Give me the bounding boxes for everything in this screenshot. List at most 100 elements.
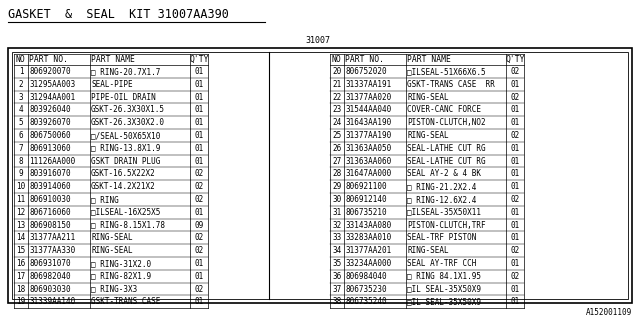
Text: 803914060: 803914060 (29, 182, 70, 191)
Text: SEAL AY-2 & 4 BK: SEAL AY-2 & 4 BK (407, 169, 481, 178)
Text: 803916070: 803916070 (29, 169, 70, 178)
Text: 806735210: 806735210 (345, 208, 387, 217)
Text: 02: 02 (510, 246, 520, 255)
Text: □ RING-3X3: □ RING-3X3 (91, 284, 137, 293)
Text: 5: 5 (19, 118, 23, 127)
Text: 33283AA010: 33283AA010 (345, 233, 391, 242)
Text: 01: 01 (195, 67, 204, 76)
Text: GSKT-14.2X21X2: GSKT-14.2X21X2 (91, 182, 156, 191)
Text: RING-SEAL: RING-SEAL (407, 246, 449, 255)
Text: PISTON-CLUTCH,TRF: PISTON-CLUTCH,TRF (407, 220, 486, 229)
Text: 17: 17 (17, 272, 26, 281)
Text: □ RING 84.1X1.95: □ RING 84.1X1.95 (407, 272, 481, 281)
Text: 01: 01 (195, 156, 204, 165)
Text: 01: 01 (510, 156, 520, 165)
Text: 29: 29 (332, 182, 342, 191)
Text: 01: 01 (510, 182, 520, 191)
Text: 01: 01 (510, 169, 520, 178)
Text: RING-SEAL: RING-SEAL (407, 131, 449, 140)
Text: 31294AA001: 31294AA001 (29, 92, 76, 101)
Text: GASKET  &  SEAL  KIT 31007AA390: GASKET & SEAL KIT 31007AA390 (8, 8, 229, 21)
Text: RING-SEAL: RING-SEAL (91, 233, 132, 242)
Text: 16: 16 (17, 259, 26, 268)
Text: 28: 28 (332, 169, 342, 178)
Text: 31: 31 (332, 208, 342, 217)
Text: 30: 30 (332, 195, 342, 204)
Bar (12, 52, 628, 299)
Text: 01: 01 (510, 220, 520, 229)
Text: 02: 02 (510, 92, 520, 101)
Text: 02: 02 (195, 195, 204, 204)
Text: 18: 18 (17, 284, 26, 293)
Text: 34: 34 (332, 246, 342, 255)
Text: 803926070: 803926070 (29, 118, 70, 127)
Text: 01: 01 (195, 297, 204, 306)
Text: 33234AA000: 33234AA000 (345, 259, 391, 268)
Text: 01: 01 (510, 118, 520, 127)
Text: 806921100: 806921100 (345, 182, 387, 191)
Text: A152001109: A152001109 (586, 308, 632, 317)
Text: SEAL-LATHE CUT RG: SEAL-LATHE CUT RG (407, 144, 486, 153)
Text: 806735240: 806735240 (345, 297, 387, 306)
Text: □ RING-20.7X1.7: □ RING-20.7X1.7 (91, 67, 161, 76)
Text: 01: 01 (195, 144, 204, 153)
Text: 38: 38 (332, 297, 342, 306)
Text: GSKT-26.3X30X1.5: GSKT-26.3X30X1.5 (91, 105, 165, 114)
Text: COVER-CANC FORCE: COVER-CANC FORCE (407, 105, 481, 114)
Text: 01: 01 (195, 259, 204, 268)
Text: 19: 19 (17, 297, 26, 306)
Text: 4: 4 (19, 105, 23, 114)
Text: 37: 37 (332, 284, 342, 293)
Text: 02: 02 (510, 67, 520, 76)
Text: 22: 22 (332, 92, 342, 101)
Text: 02: 02 (195, 169, 204, 178)
Text: PART NAME: PART NAME (91, 55, 135, 64)
Text: 01: 01 (195, 80, 204, 89)
Text: 15: 15 (17, 246, 26, 255)
Text: 02: 02 (195, 246, 204, 255)
Text: 806982040: 806982040 (29, 272, 70, 281)
Text: NO: NO (15, 55, 25, 64)
Text: 1: 1 (19, 67, 23, 76)
Text: 31647AA000: 31647AA000 (345, 169, 391, 178)
Text: 13: 13 (17, 220, 26, 229)
Text: 10: 10 (17, 182, 26, 191)
Text: □ RING-8.15X1.78: □ RING-8.15X1.78 (91, 220, 165, 229)
Text: PART NO.: PART NO. (29, 55, 68, 64)
Text: 02: 02 (195, 233, 204, 242)
Text: 806903030: 806903030 (29, 284, 70, 293)
Text: 31295AA003: 31295AA003 (29, 80, 76, 89)
Text: 02: 02 (195, 284, 204, 293)
Text: 806752020: 806752020 (345, 67, 387, 76)
Text: PART NO.: PART NO. (345, 55, 384, 64)
Text: 24: 24 (332, 118, 342, 127)
Text: □ RING-21.2X2.4: □ RING-21.2X2.4 (407, 182, 476, 191)
Text: 33143AA080: 33143AA080 (345, 220, 391, 229)
Text: 01: 01 (195, 272, 204, 281)
Text: 31544AA040: 31544AA040 (345, 105, 391, 114)
Text: PART NAME: PART NAME (407, 55, 451, 64)
Text: □ RING-31X2.0: □ RING-31X2.0 (91, 259, 151, 268)
Text: 31377AA201: 31377AA201 (345, 246, 391, 255)
Text: Q'TY: Q'TY (189, 55, 209, 64)
Text: 803926040: 803926040 (29, 105, 70, 114)
Text: 31363AA050: 31363AA050 (345, 144, 391, 153)
Text: 02: 02 (510, 272, 520, 281)
Text: SEAL AY-TRF CCH: SEAL AY-TRF CCH (407, 259, 476, 268)
Text: SEAL-LATHE CUT RG: SEAL-LATHE CUT RG (407, 156, 486, 165)
Text: 23: 23 (332, 105, 342, 114)
Text: RING-SEAL: RING-SEAL (91, 246, 132, 255)
Text: □ILSEAL-51X66X6.5: □ILSEAL-51X66X6.5 (407, 67, 486, 76)
Text: 09: 09 (195, 220, 204, 229)
Text: Q'TY: Q'TY (505, 55, 525, 64)
Text: 01: 01 (510, 284, 520, 293)
Text: 35: 35 (332, 259, 342, 268)
Text: 01: 01 (510, 105, 520, 114)
Text: PIPE-OIL DRAIN: PIPE-OIL DRAIN (91, 92, 156, 101)
Text: 02: 02 (510, 195, 520, 204)
Text: 3: 3 (19, 92, 23, 101)
Text: 36: 36 (332, 272, 342, 281)
Text: 01: 01 (510, 80, 520, 89)
Text: 01: 01 (510, 208, 520, 217)
Text: 31377AA020: 31377AA020 (345, 92, 391, 101)
